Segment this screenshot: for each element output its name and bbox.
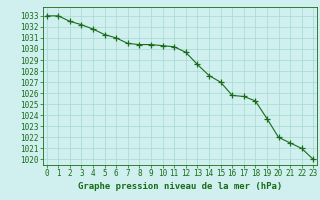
- X-axis label: Graphe pression niveau de la mer (hPa): Graphe pression niveau de la mer (hPa): [78, 182, 282, 191]
